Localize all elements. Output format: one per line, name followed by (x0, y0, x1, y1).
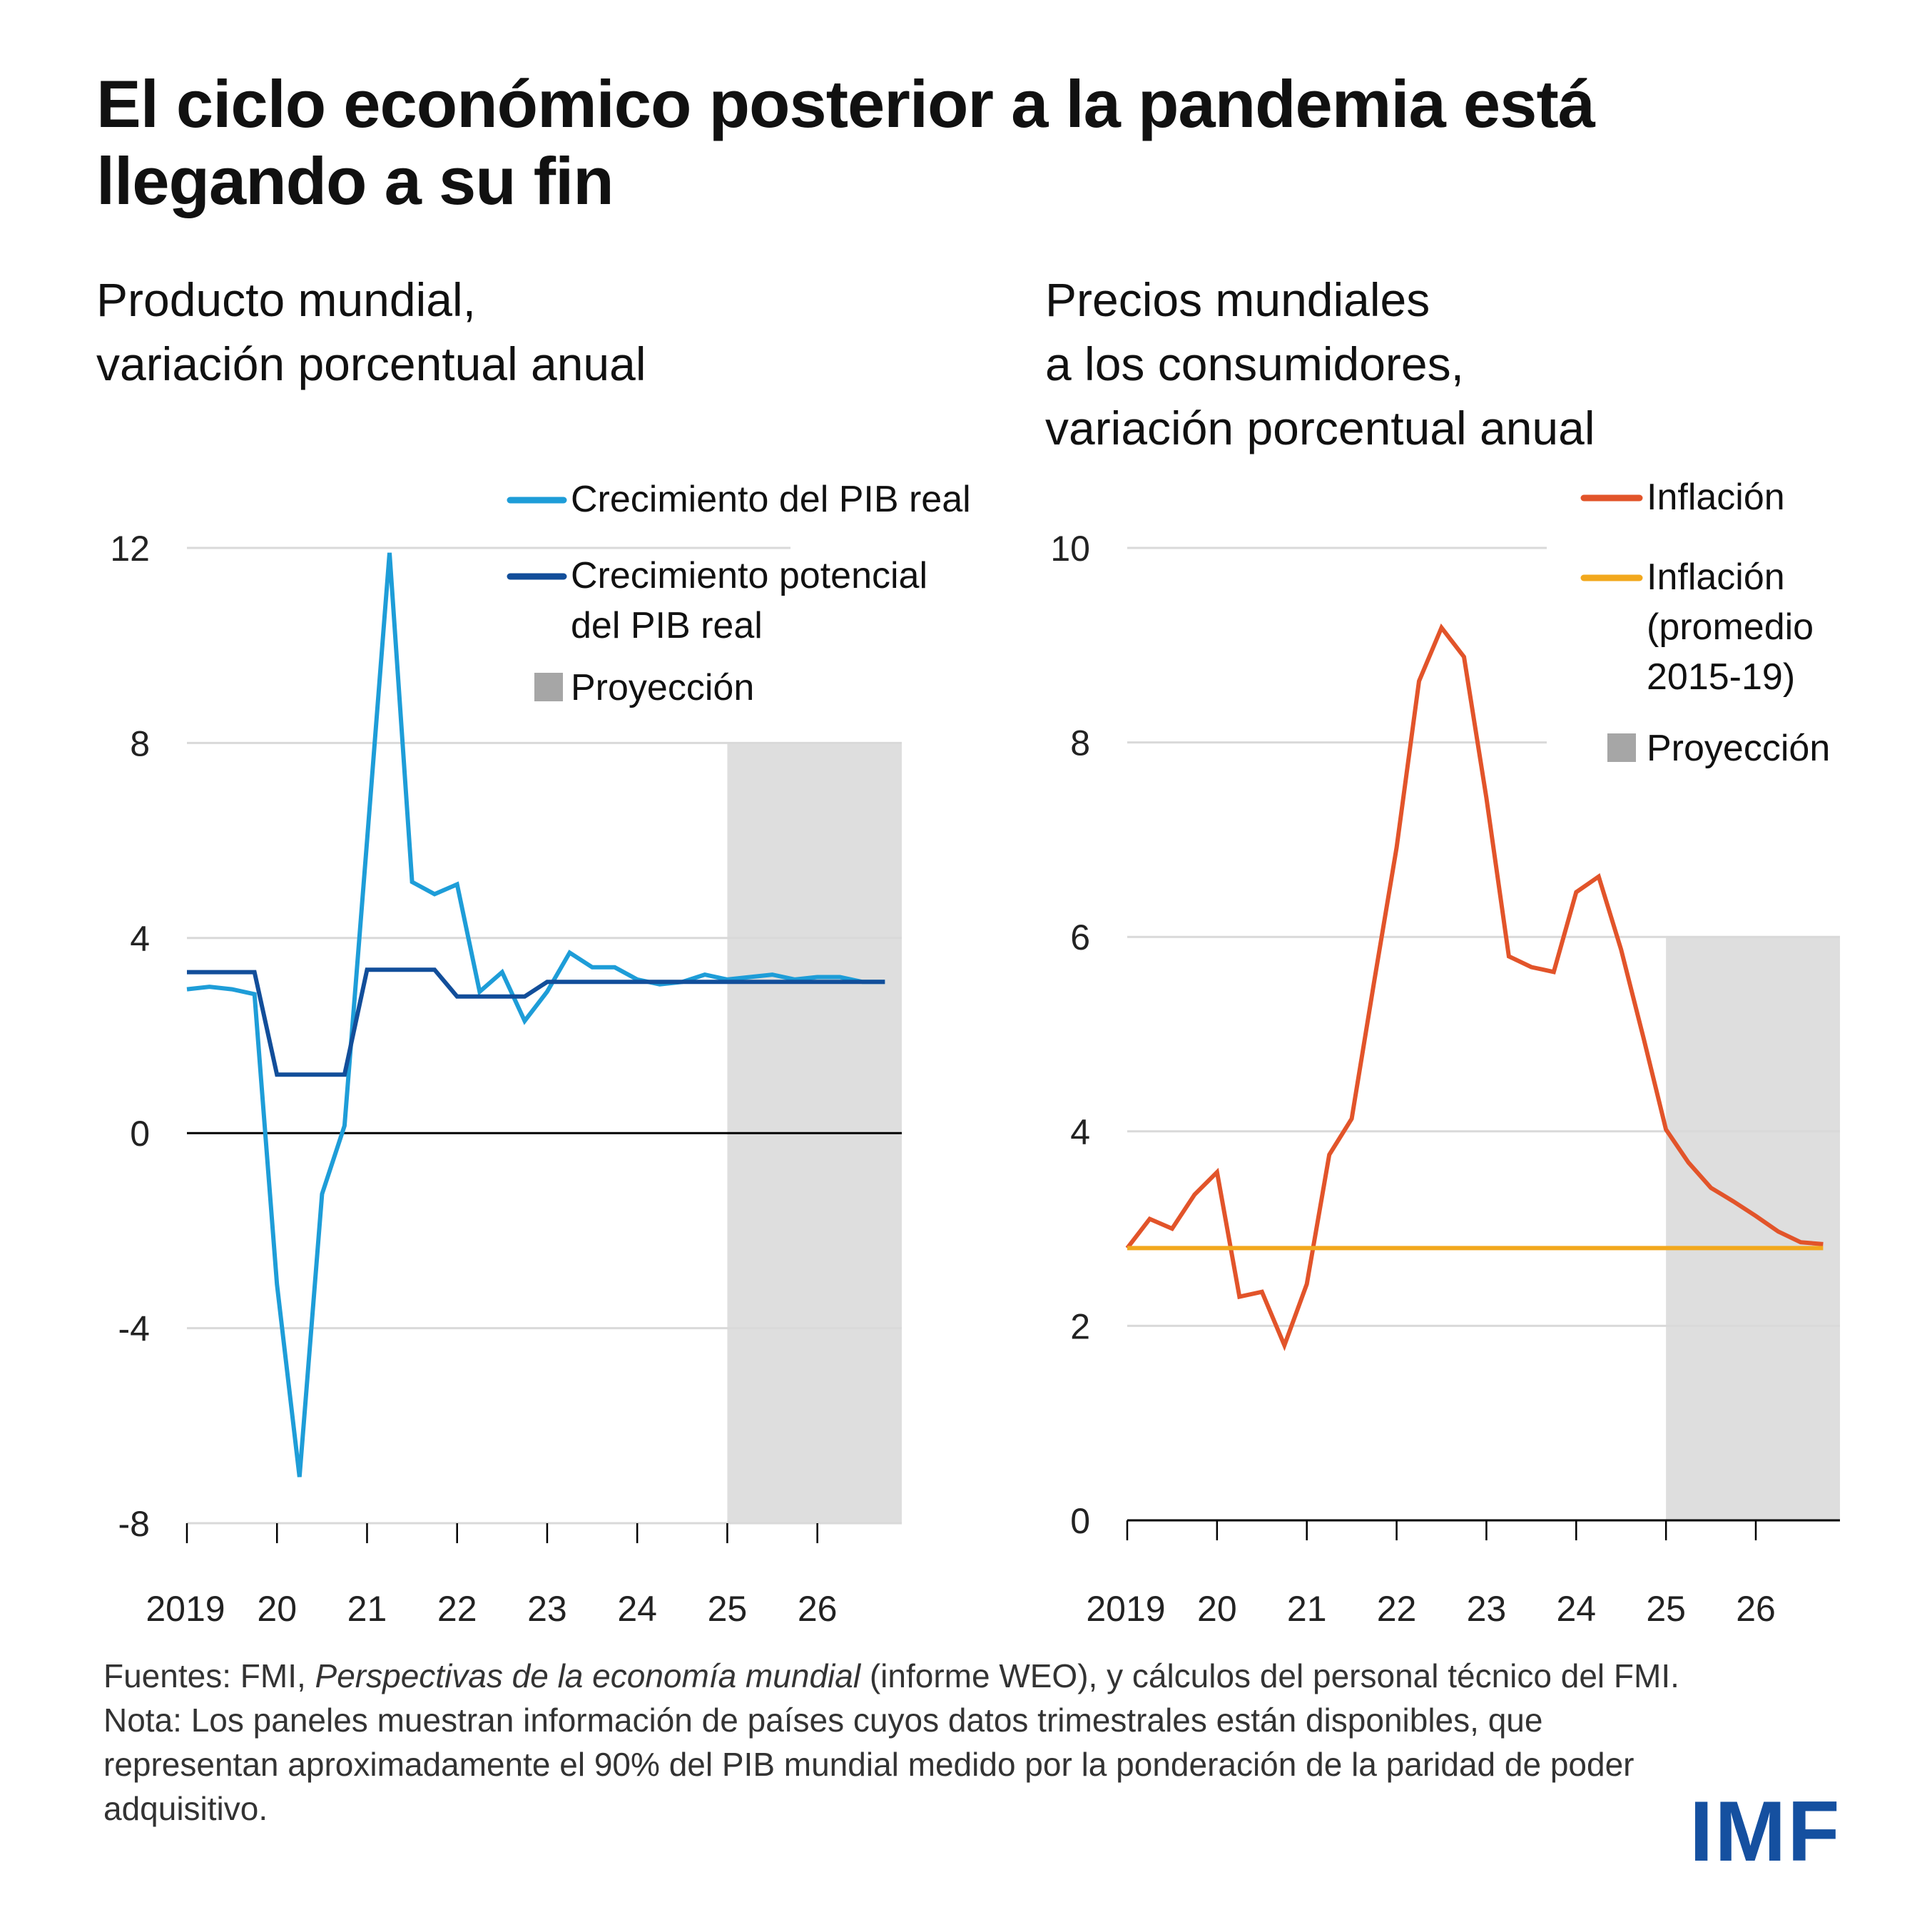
legend-label: Proyección (1647, 728, 1830, 769)
y-tick-label: 0 (130, 1114, 150, 1154)
legend-label: Inflación (1647, 556, 1785, 598)
x-tick-label: 21 (347, 1589, 387, 1629)
left-chart-subtitle: Producto mundial, variación porcentual a… (96, 268, 646, 396)
sources-suffix: (informe WEO), y cálculos del personal t… (860, 1657, 1679, 1694)
gdp-growth-chart: -8 -4 0 4 8 12 2019 20 21 22 23 24 25 26 Crecimiento d… (110, 479, 970, 1629)
x-tick-label: 25 (708, 1589, 748, 1629)
x-tick-label: 21 (1287, 1589, 1327, 1629)
x-tick-label: 23 (1467, 1589, 1507, 1629)
series-line-1 (186, 552, 885, 1478)
y-tick-label: -8 (118, 1504, 150, 1544)
y-tick-label: 6 (1070, 917, 1090, 957)
legend-item: Inflación (promedio 2015-19) (1580, 556, 1814, 698)
x-tick-label: 2019 (146, 1589, 225, 1629)
x-tick-label: 26 (798, 1589, 838, 1629)
legend-item: Inflación (1580, 477, 1785, 518)
y-tick-label: 12 (110, 529, 150, 569)
legend-item: Crecimiento del PIB real (507, 479, 971, 520)
legend-label: del PIB real (571, 605, 763, 646)
right-subtitle-line-2: a los consumidores, (1045, 337, 1464, 390)
projection-shading (1666, 937, 1840, 1520)
x-tick-label: 23 (527, 1589, 567, 1629)
imf-logo: IMF (1689, 1784, 1841, 1879)
x-tick-label: 26 (1736, 1589, 1776, 1629)
sources-publication: Perspectivas de la economía mundial (315, 1657, 861, 1694)
sources-note: Fuentes: FMI, Perspectivas de la economí… (103, 1654, 1687, 1698)
y-tick-label: -4 (118, 1309, 150, 1349)
legend-label: 2015-19) (1647, 656, 1795, 698)
legend-swatch-box (1607, 733, 1636, 762)
x-tick-label: 24 (617, 1589, 657, 1629)
chart-title: El ciclo económico posterior a la pandem… (96, 66, 1595, 218)
legend-swatch-box (534, 673, 563, 701)
y-tick-label: 10 (1050, 529, 1090, 569)
x-tick-label: 20 (257, 1589, 297, 1629)
y-tick-label: 2 (1070, 1306, 1090, 1346)
y-tick-label: 8 (1070, 723, 1090, 763)
series-line-2 (187, 967, 885, 1077)
legend-label: Inflación (1647, 477, 1785, 518)
x-tick-label: 20 (1197, 1589, 1237, 1629)
legend-label: Crecimiento potencial (571, 555, 927, 596)
right-subtitle-line-3: variación porcentual anual (1045, 402, 1595, 454)
right-subtitle-line-1: Precios mundiales (1045, 273, 1430, 326)
y-tick-label: 4 (1070, 1112, 1090, 1152)
series-line-1 (1125, 623, 1824, 1351)
sources-prefix: Fuentes: FMI, (103, 1657, 315, 1694)
legend-label: (promedio (1647, 606, 1814, 648)
x-tick-label: 22 (437, 1589, 477, 1629)
y-tick-label: 4 (130, 919, 150, 959)
x-tick-label: 25 (1646, 1589, 1686, 1629)
legend-item: Proyección (1607, 728, 1830, 769)
left-subtitle-line-2: variación porcentual anual (96, 337, 646, 390)
legend-label: Proyección (571, 667, 754, 708)
x-tick-label: 2019 (1086, 1589, 1165, 1629)
y-tick-label: 0 (1070, 1501, 1090, 1541)
x-tick-label: 24 (1556, 1589, 1596, 1629)
right-chart-subtitle: Precios mundiales a los consumidores, va… (1045, 268, 1595, 460)
x-tick-label: 22 (1377, 1589, 1417, 1629)
legend-item: Proyección (534, 667, 754, 708)
note-text: Nota: Los paneles muestran información d… (103, 1702, 1634, 1827)
left-subtitle-line-1: Producto mundial, (96, 273, 476, 326)
footer-notes: Fuentes: FMI, Perspectivas de la economí… (103, 1654, 1687, 1831)
legend-item: Crecimiento potencial del PIB real (507, 555, 927, 646)
legend-label: Crecimiento del PIB real (571, 479, 971, 520)
y-tick-label: 8 (130, 723, 150, 763)
